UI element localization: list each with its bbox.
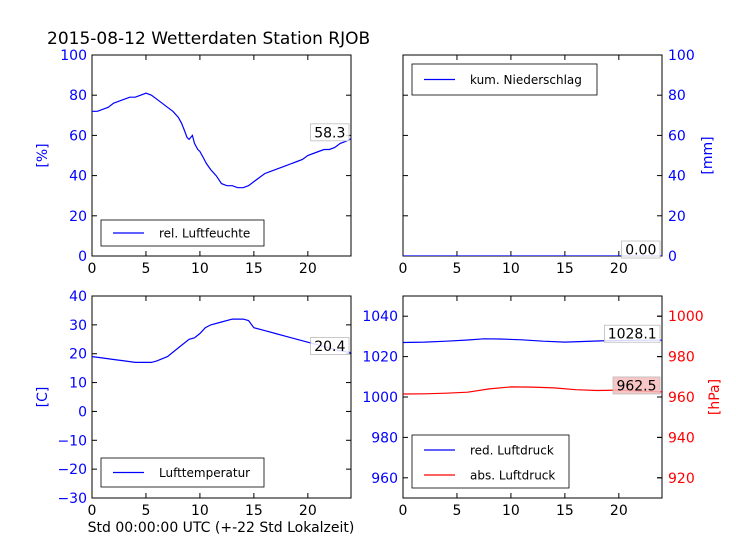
y-tick-label: 20	[668, 209, 686, 225]
y-tick-label: 40	[668, 169, 686, 185]
last-value-box	[310, 123, 350, 142]
legend-label: rel. Luftfeuchte	[159, 227, 250, 241]
x-tick-label: 20	[299, 261, 317, 277]
chart-temperature: 0 5 10 15 20 −30 −20 −10 0 10 20 30 40 [C] 20.4 Lufttem…	[35, 289, 352, 519]
y-tick-label: 1020	[362, 350, 398, 366]
plot-frame	[91, 54, 352, 257]
y-tick-label: −20	[57, 462, 87, 478]
y-tick-label: 1000	[362, 390, 398, 406]
y-axis-label: [%]	[35, 143, 51, 167]
x-tick-label: 15	[556, 261, 574, 277]
last-value-label: 20.4	[314, 339, 345, 355]
x-tick-label: 5	[141, 261, 150, 277]
figure-title: 2015-08-12 Wetterdaten Station RJOB	[47, 29, 370, 49]
y-axis-label: [mm]	[700, 136, 716, 174]
last-value-box	[621, 240, 661, 259]
chart-precip: 0 5 10 15 20 0 20 40 60 80 100 [mm] 0.00 kum. Nieders…	[399, 48, 716, 277]
last-value-label: 1028.1	[608, 327, 657, 343]
legend-label: red. Luftdruck	[470, 444, 554, 458]
chart-humidity: 0 5 10 15 20 0 20 40 60 80 100 [%] 58.3 rel. Luftfeuc…	[35, 48, 352, 277]
series-line-humidity-0	[92, 92, 351, 189]
x-tick-label: 20	[299, 503, 317, 519]
y2-tick-label: 940	[668, 430, 695, 446]
y-tick-label: 60	[668, 128, 686, 144]
last-value-label: 962.5	[616, 378, 656, 394]
last-value-box	[612, 376, 661, 395]
legend-label: kum. Niederschlag	[470, 73, 582, 87]
y-tick-label: 100	[60, 48, 87, 64]
y-tick-label: 1040	[362, 309, 398, 325]
y-tick-label: 100	[668, 48, 695, 64]
legend-label: Lufttemperatur	[159, 466, 250, 480]
series-line-temperature-0	[92, 318, 351, 363]
x-tick-label: 0	[88, 503, 97, 519]
last-value-label: 0.00	[625, 243, 656, 259]
y-tick-label: 20	[69, 347, 87, 363]
y-tick-label: 20	[69, 209, 87, 225]
x-tick-label: 5	[452, 503, 461, 519]
y-tick-label: 960	[371, 471, 398, 487]
y-tick-label: −10	[57, 433, 87, 449]
y-tick-label: 40	[69, 169, 87, 185]
y-tick-label: 30	[69, 318, 87, 334]
legend-box	[411, 434, 570, 489]
y-tick-label: 40	[69, 289, 87, 305]
x-tick-label: 0	[399, 261, 408, 277]
y2-tick-label: 980	[668, 350, 695, 366]
y-tick-label: −30	[57, 491, 87, 507]
y-tick-label: 980	[371, 430, 398, 446]
y-tick-label: 10	[69, 376, 87, 392]
y2-tick-label: 1000	[668, 309, 704, 325]
x-tick-label: 10	[191, 261, 209, 277]
x-tick-label: 5	[141, 503, 150, 519]
x-tick-label: 15	[245, 503, 263, 519]
chart-pressure: 0 5 10 15 20 960 980 1000 1020 1040 920 940 960 980 10…	[362, 295, 723, 519]
y2-tick-label: 920	[668, 471, 695, 487]
last-value-box	[604, 324, 661, 343]
last-value-label: 58.3	[314, 125, 345, 141]
x-tick-label: 15	[245, 261, 263, 277]
x-axis-label: Std 00:00:00 UTC (+-22 Std Lokalzeit)	[88, 520, 355, 536]
y2-tick-label: 960	[668, 390, 695, 406]
y2-axis-label: [hPa]	[707, 379, 723, 415]
y-tick-label: 60	[69, 128, 87, 144]
y-tick-label: 0	[78, 249, 87, 265]
y-tick-label: 80	[69, 88, 87, 104]
x-tick-label: 10	[502, 503, 520, 519]
plot-frame	[91, 295, 352, 499]
legend-label: abs. Luftdruck	[470, 469, 555, 483]
y-tick-label: 80	[668, 88, 686, 104]
x-tick-label: 0	[399, 503, 408, 519]
x-tick-label: 10	[502, 261, 520, 277]
x-tick-label: 20	[610, 503, 628, 519]
legend-box	[100, 219, 265, 247]
x-tick-label: 10	[191, 503, 209, 519]
y-tick-label: 0	[668, 249, 677, 265]
x-tick-label: 20	[610, 261, 628, 277]
x-tick-label: 0	[88, 261, 97, 277]
y-axis-label: [C]	[35, 387, 51, 408]
last-value-box	[310, 337, 350, 355]
y-tick-label: 0	[78, 404, 87, 420]
x-tick-label: 5	[452, 261, 461, 277]
x-tick-label: 15	[556, 503, 574, 519]
